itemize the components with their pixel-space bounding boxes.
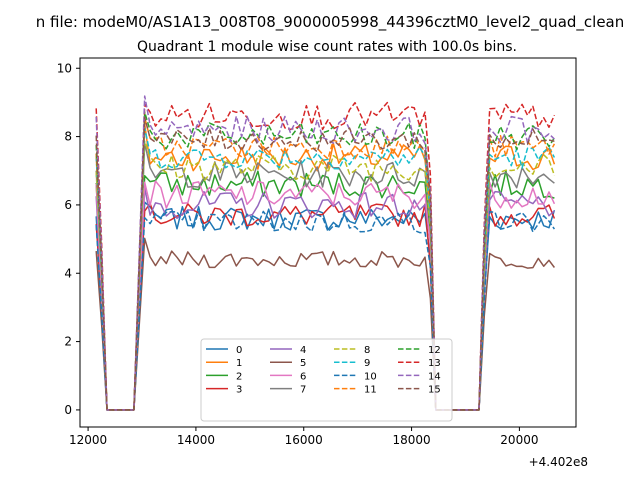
x-tick-label: 18000 — [392, 433, 430, 447]
legend-box — [200, 338, 453, 422]
legend-label-13: 13 — [428, 358, 441, 369]
series-line-13 — [95, 101, 556, 411]
x-tick-label: 14000 — [177, 433, 215, 447]
legend-label-12: 12 — [428, 345, 441, 356]
legend-label-8: 8 — [364, 345, 370, 356]
legend-label-3: 3 — [236, 385, 242, 396]
series-layer — [95, 95, 556, 411]
y-tick-label: 6 — [64, 198, 72, 212]
chart-title: Quadrant 1 module wise count rates with … — [137, 39, 517, 55]
legend-label-4: 4 — [300, 345, 306, 356]
x-tick-label: 12000 — [69, 433, 107, 447]
legend-label-10: 10 — [364, 371, 377, 382]
figure-suptitle: n file: modeM0/AS1A13_008T08_9000005998_… — [36, 13, 625, 32]
series-line-9 — [95, 127, 556, 411]
series-line-14 — [95, 95, 555, 411]
y-tick-label: 10 — [57, 61, 72, 75]
legend-label-7: 7 — [300, 385, 306, 396]
legend-label-5: 5 — [300, 358, 306, 369]
x-tick-label: 20000 — [500, 433, 538, 447]
x-offset-text: +4.402e8 — [529, 455, 588, 469]
y-tick-label: 8 — [64, 130, 72, 144]
series-line-15 — [95, 116, 555, 411]
y-axis: 0 2 4 6 8 10 — [57, 61, 80, 417]
y-tick-label: 4 — [64, 266, 72, 280]
legend-label-0: 0 — [236, 345, 242, 356]
y-tick-label: 2 — [64, 335, 72, 349]
x-axis: 12000 14000 16000 18000 20000 — [69, 427, 538, 447]
legend-label-1: 1 — [236, 358, 242, 369]
y-tick-label: 0 — [64, 403, 72, 417]
legend-label-15: 15 — [428, 385, 441, 396]
legend-label-11: 11 — [364, 385, 377, 396]
legend-label-14: 14 — [428, 371, 441, 382]
legend-label-2: 2 — [236, 371, 242, 382]
x-tick-label: 16000 — [285, 433, 323, 447]
legend-label-9: 9 — [364, 358, 370, 369]
plot-frame — [79, 57, 577, 428]
legend-label-6: 6 — [300, 371, 306, 382]
